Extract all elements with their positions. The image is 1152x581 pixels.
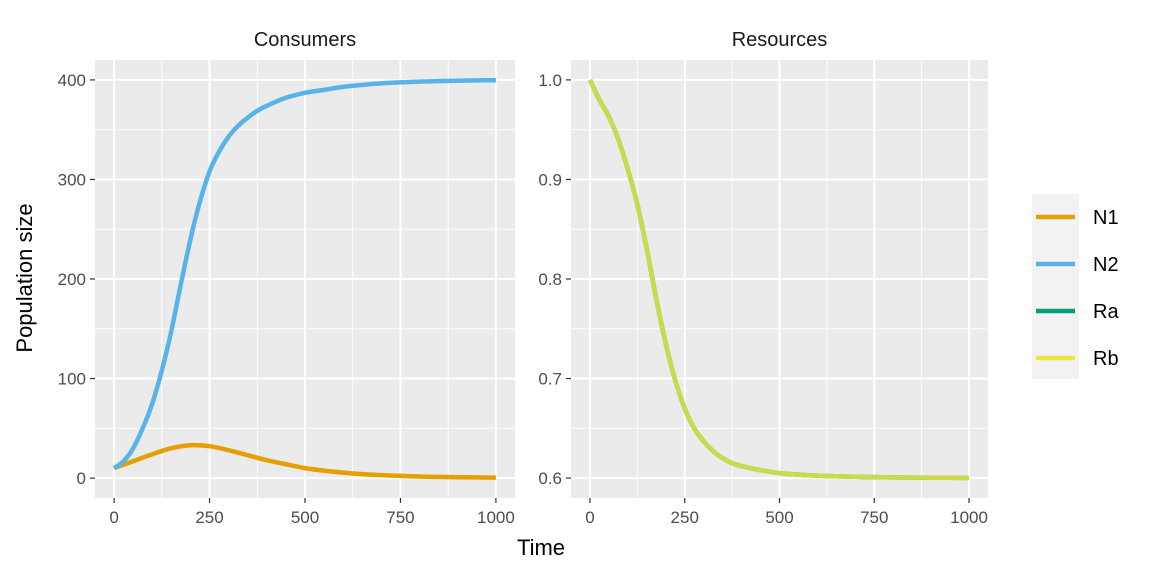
panel-resources: Resources 0 250 500 750 1000 0.6 0.7 0.8 0.9 1.0 — [538, 29, 988, 527]
y-tick-label: 300 — [58, 170, 86, 189]
y-axis-title: Population size — [12, 203, 37, 352]
legend-item-ra: Ra — [1036, 301, 1119, 323]
panel-title: Resources — [732, 29, 828, 51]
legend-label: Ra — [1093, 301, 1119, 323]
panel-title: Consumers — [254, 29, 356, 51]
series-line-rb — [587, 78, 970, 481]
legend-label: Rb — [1093, 348, 1119, 370]
legend-item-n2: N2 — [1036, 254, 1119, 276]
x-tick-label: 500 — [291, 508, 319, 527]
legend-key-background — [1032, 194, 1079, 379]
series-line-n1 — [113, 442, 496, 480]
panel-consumers: Consumers 0 250 500 750 1000 0 100 200 300 400 — [58, 29, 515, 527]
x-tick-label: 750 — [860, 508, 888, 527]
y-tick-label: 0.8 — [538, 270, 562, 289]
x-tick-label: 250 — [195, 508, 223, 527]
legend-item-rb: Rb — [1036, 348, 1119, 370]
x-tick-label: 0 — [109, 508, 118, 527]
y-tick-label: 100 — [58, 370, 86, 389]
y-tick-label: 0.7 — [538, 370, 562, 389]
x-axis-title: Time — [517, 535, 565, 560]
x-tick-label: 500 — [765, 508, 793, 527]
y-tick-label: 0.6 — [538, 469, 562, 488]
legend-label: N2 — [1093, 254, 1119, 276]
y-tick-label: 400 — [58, 71, 86, 90]
x-tick-label: 250 — [671, 508, 699, 527]
y-tick-label: 0.9 — [538, 170, 562, 189]
legend: N1 N2 Ra Rb — [1032, 194, 1119, 379]
x-tick-label: 1000 — [477, 508, 515, 527]
y-tick-label: 200 — [58, 270, 86, 289]
legend-label: N1 — [1093, 207, 1119, 229]
series-line-n2 — [112, 77, 496, 470]
legend-item-n1: N1 — [1036, 207, 1119, 229]
y-tick-label: 0 — [77, 469, 86, 488]
facet-panels: Consumers 0 250 500 750 1000 0 100 200 300 400 Reso… — [58, 29, 988, 527]
x-tick-label: 1000 — [950, 508, 988, 527]
x-tick-label: 0 — [585, 508, 594, 527]
y-tick-label: 1.0 — [538, 71, 562, 90]
x-tick-label: 750 — [386, 508, 414, 527]
